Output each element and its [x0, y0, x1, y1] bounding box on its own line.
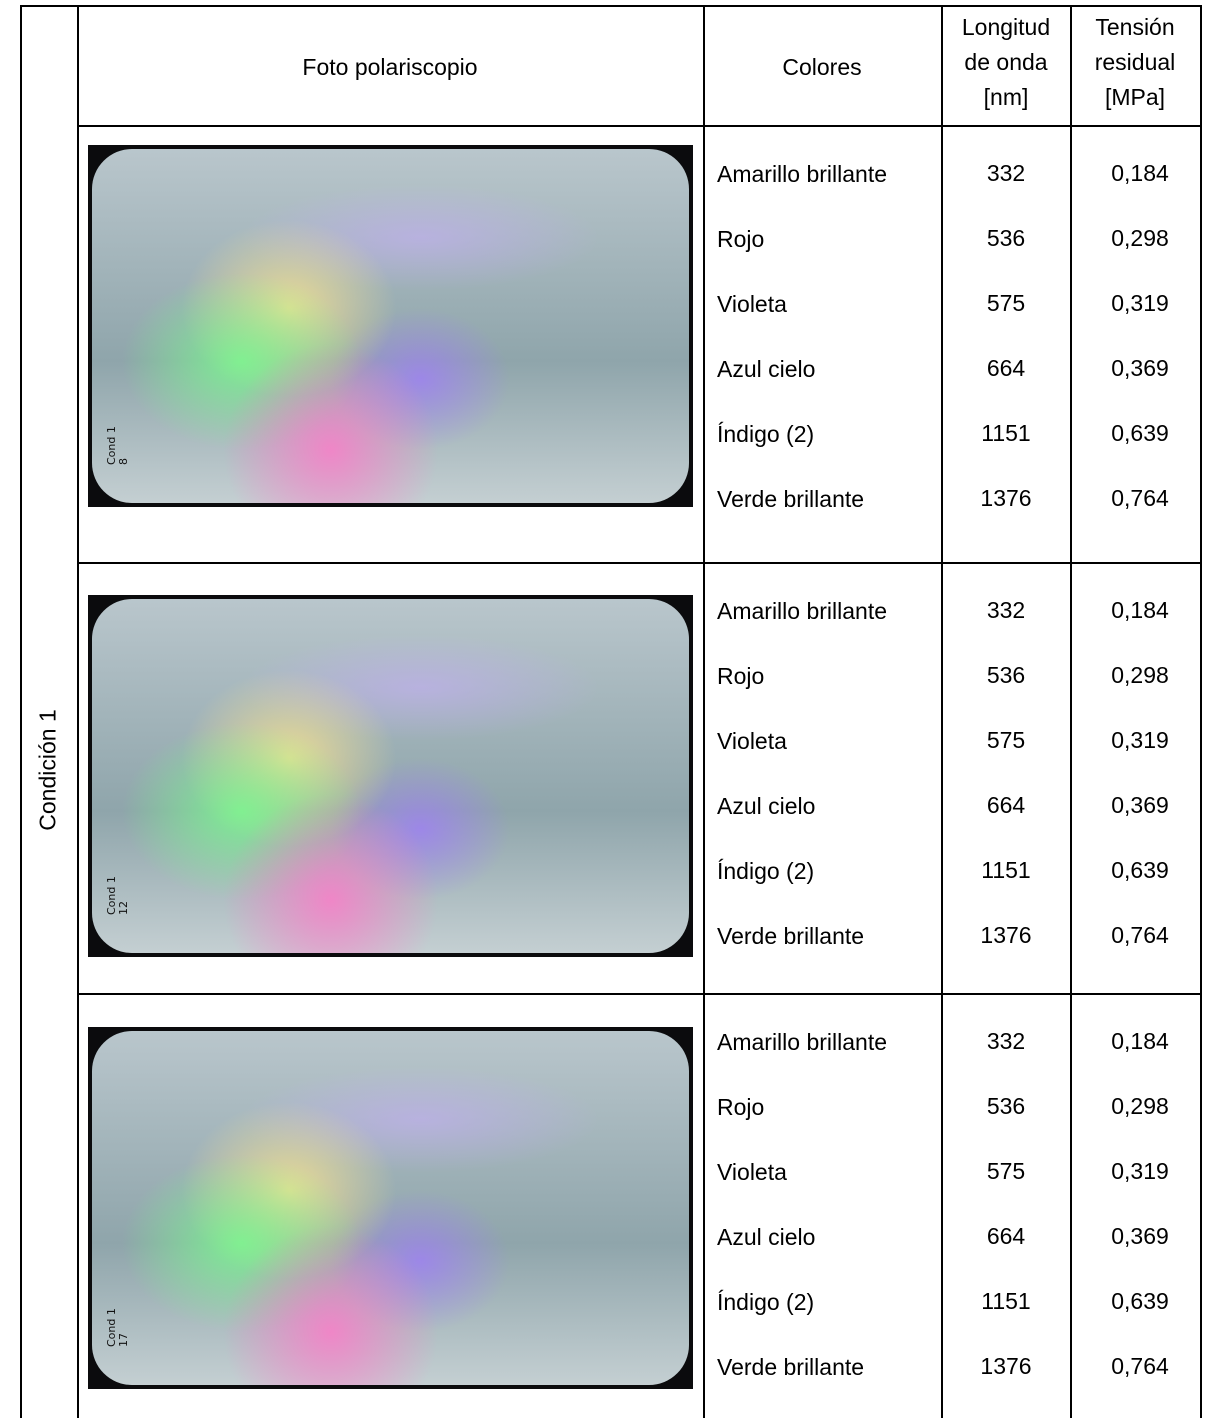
wavelength: 664 — [986, 1223, 1026, 1249]
color-name: Rojo — [717, 1094, 765, 1120]
table-border — [20, 5, 1201, 7]
wavelength: 664 — [986, 792, 1026, 818]
color-name: Violeta — [717, 728, 787, 754]
wavelength: 1376 — [980, 485, 1032, 511]
header-cell: Colores — [782, 54, 862, 80]
polariscope-photo: Cond 1 17 — [88, 1027, 693, 1389]
header-cell: Tensión — [1095, 14, 1175, 40]
wavelength: 536 — [986, 225, 1026, 251]
color-name: Azul cielo — [717, 793, 816, 819]
wavelength: 1376 — [980, 1353, 1032, 1379]
residual-stress: 0,298 — [1111, 225, 1169, 251]
header-cell: Foto polariscopio — [302, 54, 478, 80]
color-name: Amarillo brillante — [717, 598, 888, 624]
residual-stress: 0,639 — [1111, 1288, 1169, 1314]
handwriting-line: 17 — [117, 1333, 130, 1347]
color-name: Verde brillante — [717, 486, 865, 512]
residual-stress: 0,319 — [1111, 290, 1169, 316]
table-border — [1200, 5, 1202, 1418]
residual-stress: 0,764 — [1111, 485, 1169, 511]
residual-stress: 0,764 — [1111, 922, 1169, 948]
color-name: Rojo — [717, 226, 765, 252]
table-border — [941, 5, 943, 1418]
wavelength: 536 — [986, 1093, 1026, 1119]
header-cell: [MPa] — [1104, 84, 1166, 110]
residual-stress: 0,184 — [1111, 597, 1169, 623]
photo-handwriting: Cond 1 17 — [105, 1308, 130, 1347]
residual-stress: 0,298 — [1111, 1093, 1169, 1119]
table-border — [77, 562, 1201, 564]
residual-stress: 0,369 — [1111, 792, 1169, 818]
color-name: Verde brillante — [717, 923, 865, 949]
color-name: Violeta — [717, 1159, 787, 1185]
polariscope-photo: Cond 1 12 — [88, 595, 693, 957]
residual-stress: 0,319 — [1111, 727, 1169, 753]
photo-handwriting: Cond 1 12 — [105, 876, 130, 915]
photo-plate — [92, 149, 689, 503]
wavelength: 575 — [986, 290, 1026, 316]
header-cell: Longitud — [961, 14, 1051, 40]
residual-stress: 0,184 — [1111, 1028, 1169, 1054]
color-name: Azul cielo — [717, 1224, 816, 1250]
residual-stress: 0,369 — [1111, 355, 1169, 381]
photo-plate — [92, 1031, 689, 1385]
photo-plate — [92, 599, 689, 953]
residual-stress: 0,184 — [1111, 160, 1169, 186]
table-border — [1070, 5, 1072, 1418]
color-name: Verde brillante — [717, 1354, 865, 1380]
residual-stress: 0,298 — [1111, 662, 1169, 688]
color-name: Violeta — [717, 291, 787, 317]
color-name: Amarillo brillante — [717, 161, 888, 187]
wavelength: 1376 — [980, 922, 1032, 948]
handwriting-line: 8 — [117, 458, 130, 465]
handwriting-line: 12 — [117, 901, 130, 915]
header-cell: [nm] — [983, 84, 1029, 110]
table-border — [20, 5, 22, 1418]
wavelength: 1151 — [981, 1288, 1031, 1314]
color-name: Azul cielo — [717, 356, 816, 382]
wavelength: 332 — [986, 1028, 1026, 1054]
wavelength: 1151 — [981, 857, 1031, 883]
residual-stress: 0,639 — [1111, 420, 1169, 446]
wavelength: 332 — [986, 160, 1026, 186]
wavelength: 575 — [986, 727, 1026, 753]
table-border — [77, 993, 1201, 995]
color-name: Rojo — [717, 663, 765, 689]
table-border — [77, 125, 1201, 127]
wavelength: 332 — [986, 597, 1026, 623]
residual-stress: 0,319 — [1111, 1158, 1169, 1184]
wavelength: 536 — [986, 662, 1026, 688]
table-border — [77, 5, 79, 1418]
group-label: Condición 1 — [34, 709, 61, 831]
header-cell: de onda — [964, 49, 1048, 75]
color-name: Amarillo brillante — [717, 1029, 888, 1055]
residual-stress: 0,639 — [1111, 857, 1169, 883]
color-name: Índigo (2) — [717, 421, 815, 447]
wavelength: 575 — [986, 1158, 1026, 1184]
color-name: Índigo (2) — [717, 1289, 815, 1315]
header-cell: residual — [1094, 49, 1176, 75]
residual-stress: 0,764 — [1111, 1353, 1169, 1379]
residual-stress: 0,369 — [1111, 1223, 1169, 1249]
wavelength: 1151 — [981, 420, 1031, 446]
table-border — [703, 5, 705, 1418]
wavelength: 664 — [986, 355, 1026, 381]
color-name: Índigo (2) — [717, 858, 815, 884]
